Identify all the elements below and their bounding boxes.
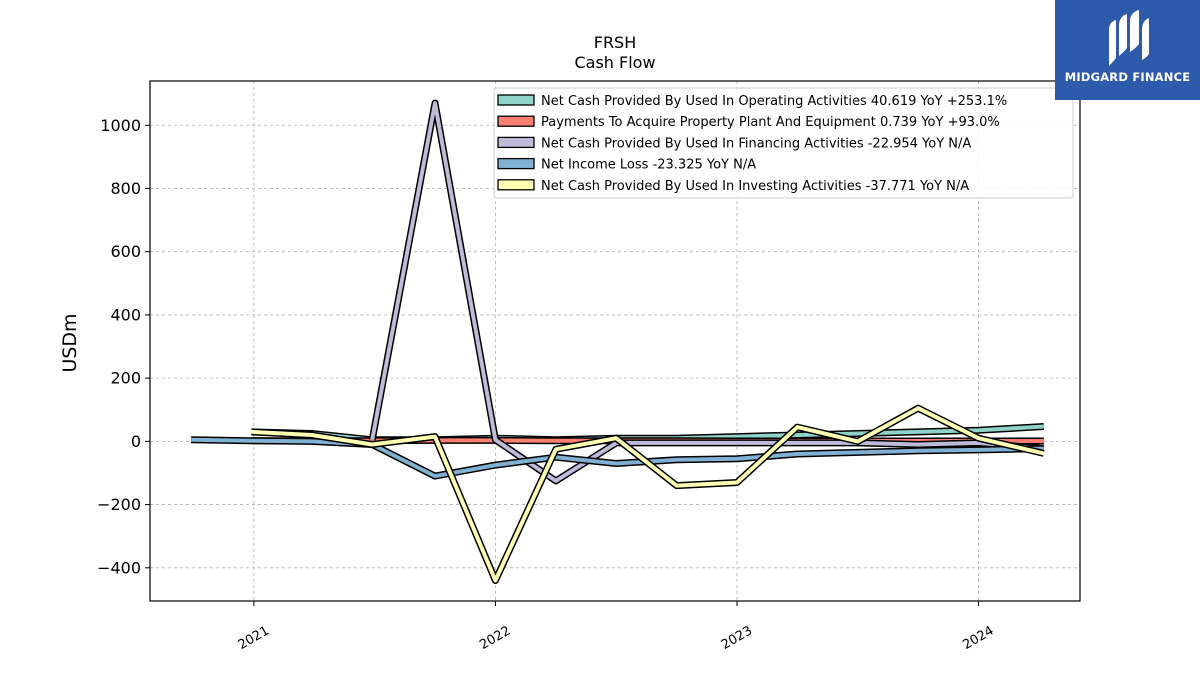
legend-label: Payments To Acquire Property Plant And E… [541, 115, 1000, 130]
legend-swatch [497, 136, 535, 149]
y-tick-label: 400 [110, 305, 141, 324]
y-tick-label: 1000 [100, 116, 141, 135]
y-tick-label: 0 [131, 432, 141, 451]
series-line-4 [251, 406, 1045, 583]
x-axis: 2021 2022 2023 2024 [236, 601, 997, 653]
chart-title: FRSH [594, 33, 637, 52]
legend-label: Net Cash Provided By Used In Investing A… [541, 179, 969, 194]
y-tick-label: −200 [97, 495, 141, 514]
y-tick-label: −400 [97, 558, 141, 577]
x-tick-label: 2023 [719, 623, 755, 653]
legend-box [493, 87, 1074, 199]
series-line-3 [191, 437, 1044, 479]
y-tick-label: 200 [110, 369, 141, 388]
y-axis: −400 −200 0 200 400 600 800 1000 [97, 116, 150, 577]
x-tick-label: 2024 [960, 623, 996, 653]
chart-subtitle: Cash Flow [574, 53, 655, 72]
legend-swatch [497, 179, 535, 191]
legend-swatch [497, 115, 535, 127]
x-tick-label: 2022 [477, 623, 513, 653]
y-tick-label: 800 [110, 179, 141, 198]
logo-text: MIDGARD FINANCE [1064, 70, 1191, 84]
legend-label: Net Income Loss -23.325 YoY N/A [541, 158, 756, 173]
legend: Net Cash Provided By Used In Operating A… [493, 87, 1074, 199]
legend-label: Net Cash Provided By Used In Operating A… [541, 94, 1007, 109]
legend-label: Net Cash Provided By Used In Financing A… [541, 136, 971, 151]
x-tick-label: 2021 [236, 623, 272, 653]
midgard-logo-icon [1109, 10, 1149, 66]
plot-frame [149, 80, 1081, 602]
y-axis-label: USDm [59, 313, 81, 372]
series-lines [191, 99, 1045, 584]
legend-swatch [497, 157, 535, 170]
midgard-finance-logo: MIDGARD FINANCE [1055, 0, 1200, 100]
legend-swatch [497, 94, 535, 106]
series-line-2 [370, 101, 1044, 483]
y-tick-label: 600 [110, 242, 141, 261]
